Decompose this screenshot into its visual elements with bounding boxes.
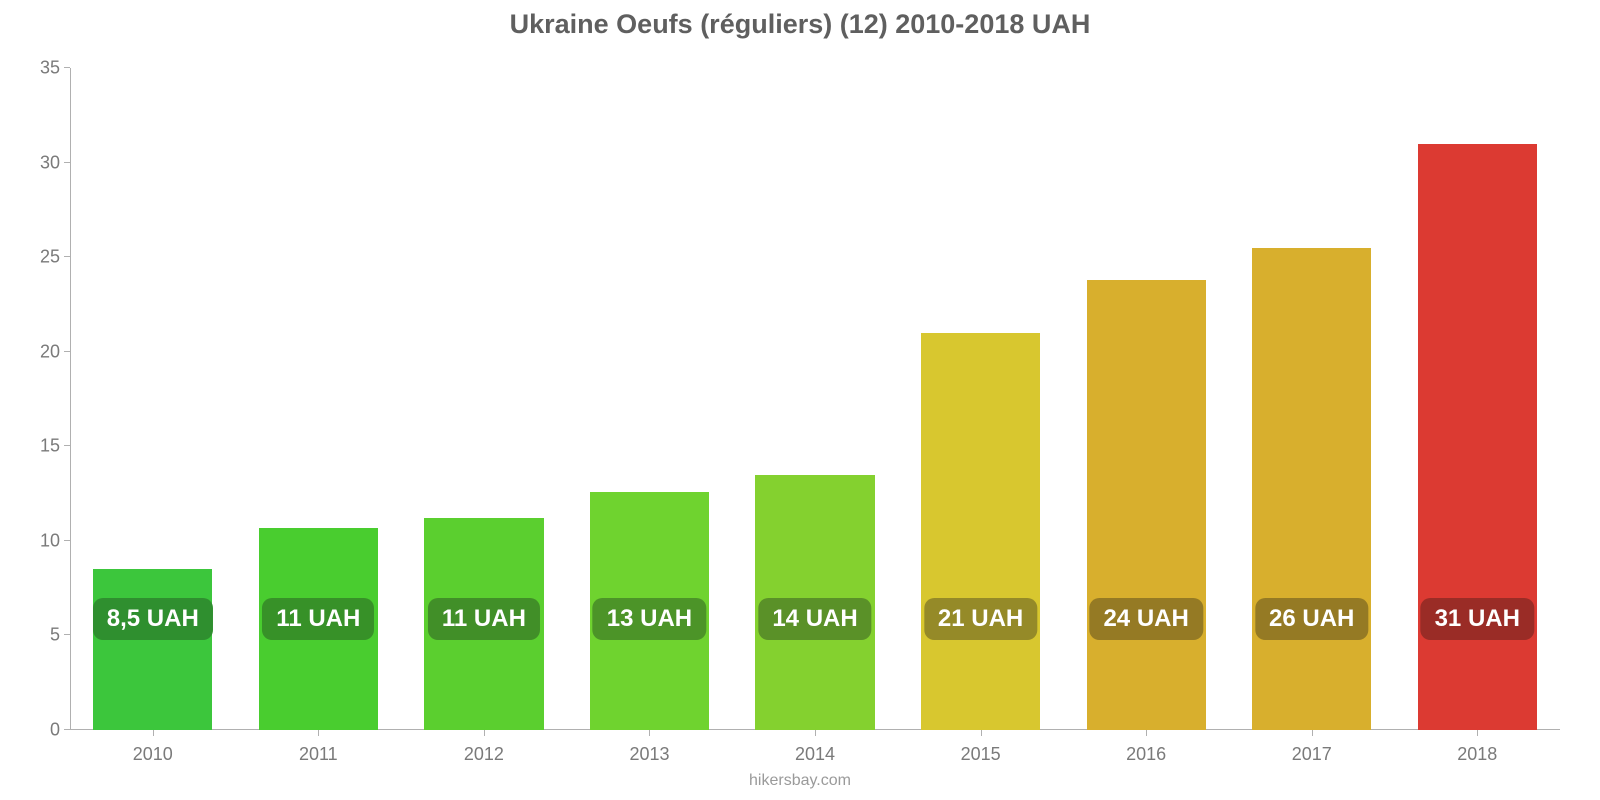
x-tick-mark <box>649 730 650 736</box>
bar: 26 UAH <box>1252 248 1371 730</box>
bar-slot: 11 UAH2011 <box>236 68 402 730</box>
value-badge: 11 UAH <box>262 598 374 640</box>
bar: 14 UAH <box>755 475 874 730</box>
bar: 11 UAH <box>259 528 378 730</box>
y-tick-label: 20 <box>40 341 70 362</box>
bar-slot: 13 UAH2013 <box>567 68 733 730</box>
y-tick-label: 35 <box>40 58 70 79</box>
plot-area: 05101520253035 8,5 UAH201011 UAH201111 U… <box>70 68 1560 730</box>
x-tick-mark <box>318 730 319 736</box>
x-tick-mark <box>153 730 154 736</box>
bar-slot: 11 UAH2012 <box>401 68 567 730</box>
bar: 11 UAH <box>424 518 543 730</box>
value-badge: 13 UAH <box>593 598 706 640</box>
value-badge: 8,5 UAH <box>93 598 213 640</box>
bar-slot: 24 UAH2016 <box>1063 68 1229 730</box>
value-badge: 14 UAH <box>758 598 871 640</box>
y-tick-label: 30 <box>40 152 70 173</box>
bar: 31 UAH <box>1418 144 1537 730</box>
x-tick-mark <box>484 730 485 736</box>
attribution-text: hikersbay.com <box>0 772 1600 790</box>
value-badge: 31 UAH <box>1421 598 1534 640</box>
x-tick-mark <box>981 730 982 736</box>
value-badge: 11 UAH <box>428 598 540 640</box>
x-tick-mark <box>1146 730 1147 736</box>
bar: 24 UAH <box>1087 280 1206 730</box>
bar-slot: 26 UAH2017 <box>1229 68 1395 730</box>
bar: 13 UAH <box>590 492 709 730</box>
y-tick-label: 25 <box>40 247 70 268</box>
chart-container: Ukraine Oeufs (réguliers) (12) 2010-2018… <box>0 0 1600 800</box>
chart-title: Ukraine Oeufs (réguliers) (12) 2010-2018… <box>0 0 1600 40</box>
bar: 8,5 UAH <box>93 569 212 730</box>
x-tick-mark <box>815 730 816 736</box>
bar-slot: 14 UAH2014 <box>732 68 898 730</box>
bar-slot: 21 UAH2015 <box>898 68 1064 730</box>
bars-group: 8,5 UAH201011 UAH201111 UAH201213 UAH201… <box>70 68 1560 730</box>
y-tick-label: 0 <box>50 720 70 741</box>
value-badge: 21 UAH <box>924 598 1037 640</box>
x-tick-mark <box>1312 730 1313 736</box>
y-tick-label: 15 <box>40 436 70 457</box>
bar-slot: 8,5 UAH2010 <box>70 68 236 730</box>
bar: 21 UAH <box>921 333 1040 730</box>
y-tick-label: 5 <box>50 625 70 646</box>
value-badge: 24 UAH <box>1089 598 1202 640</box>
x-tick-mark <box>1477 730 1478 736</box>
y-tick-label: 10 <box>40 530 70 551</box>
value-badge: 26 UAH <box>1255 598 1368 640</box>
bar-slot: 31 UAH2018 <box>1395 68 1561 730</box>
